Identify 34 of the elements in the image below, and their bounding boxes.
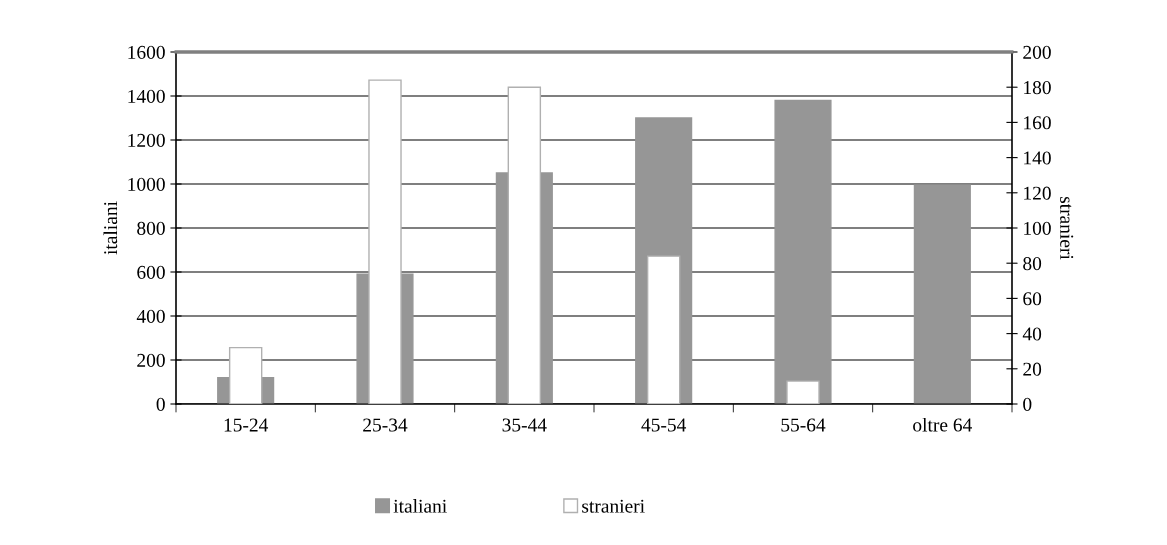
y2-tick-label: 100 xyxy=(1024,221,1051,235)
y-tick-label: 400 xyxy=(136,309,165,323)
y-tick-label: 600 xyxy=(137,265,165,279)
y-tick-label: 1400 xyxy=(128,89,165,103)
bar xyxy=(913,184,971,404)
legend-label: stranieri xyxy=(582,499,645,513)
y-tick-label: 200 xyxy=(137,353,165,367)
legend-label: italiani xyxy=(393,499,447,513)
y-axis-title: italiani xyxy=(103,201,118,255)
y2-axis-title: stranieri xyxy=(1060,196,1074,260)
bar xyxy=(774,99,832,404)
y2-tick-label: 40 xyxy=(1022,327,1042,341)
bar xyxy=(786,380,820,404)
y-tick-label: 1000 xyxy=(128,177,165,191)
y-tick-label: 0 xyxy=(156,397,165,411)
x-tick-label: 15-24 xyxy=(224,418,269,432)
y2-tick-label: 160 xyxy=(1024,116,1051,130)
y-tick-label: 800 xyxy=(137,221,165,235)
x-tick-label: 25-34 xyxy=(363,418,408,432)
bar xyxy=(646,255,681,404)
y2-tick-label: 200 xyxy=(1023,45,1051,59)
x-tick-label: 35-44 xyxy=(502,418,547,432)
y2-tick-label: 140 xyxy=(1024,151,1051,165)
y2-tick-label: 0 xyxy=(1023,397,1032,411)
y2-tick-label: 80 xyxy=(1023,257,1042,271)
y2-tick-label: 120 xyxy=(1024,186,1051,200)
y-tick-label: 1200 xyxy=(128,133,165,147)
y-tick-label: 1600 xyxy=(128,45,165,59)
x-tick-label: 45-54 xyxy=(641,418,687,432)
x-tick-label: 55-64 xyxy=(781,418,826,432)
y2-tick-label: 180 xyxy=(1024,81,1051,95)
y2-tick-label: 60 xyxy=(1023,292,1042,306)
x-tick-label: oltre 64 xyxy=(913,417,972,432)
y2-tick-label: 20 xyxy=(1023,362,1042,376)
